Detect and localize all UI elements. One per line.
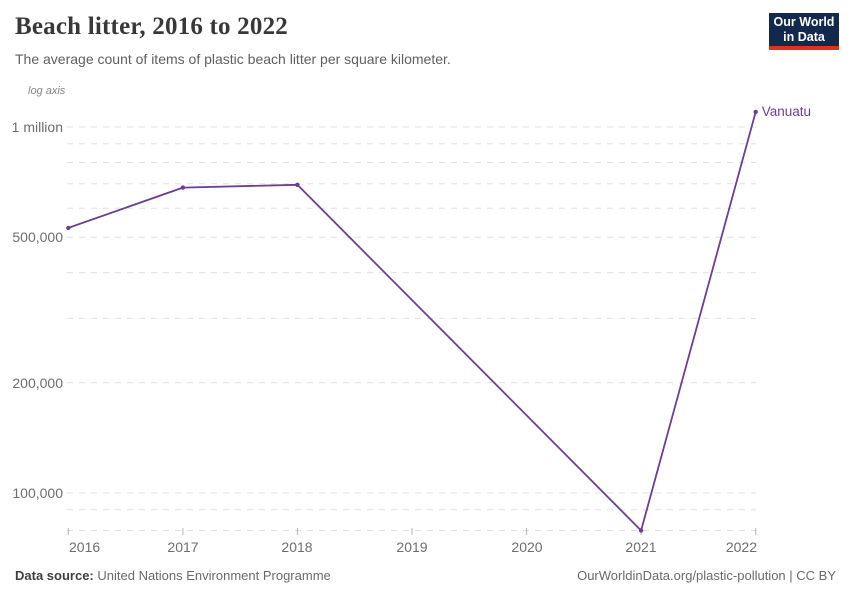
data-point (66, 225, 71, 231)
y-axis-label: 100,000 (12, 485, 63, 501)
x-axis-label: 2019 (396, 539, 428, 555)
owid-logo-line1: Our World (773, 14, 835, 29)
series-line-vanuatu (68, 111, 757, 532)
attribution-link[interactable]: OurWorldinData.org/plastic-pollution | C… (577, 568, 836, 583)
y-axis-label: 1 million (11, 119, 63, 135)
data-source-value: United Nations Environment Programme (97, 568, 331, 583)
y-axis-label: 200,000 (12, 375, 63, 391)
data-point (180, 185, 186, 190)
x-axis-label: 2017 (167, 539, 199, 555)
owid-logo-line2: in Data (783, 29, 825, 44)
x-axis-label: 2022 (725, 539, 757, 555)
data-source-label: Data source: (15, 568, 94, 583)
log-axis-note: log axis (28, 85, 66, 97)
x-axis-label: 2018 (281, 539, 313, 555)
page-title: Beach litter, 2016 to 2022 (15, 13, 288, 40)
x-axis-label: 2021 (625, 539, 657, 555)
data-point (295, 182, 300, 187)
y-axis-label: 500,000 (12, 229, 63, 245)
x-axis-label: 2020 (511, 539, 543, 555)
series-label: Vanuatu (761, 103, 811, 119)
data-source: Data source: United Nations Environment … (15, 568, 331, 583)
data-point (638, 528, 644, 533)
chart-subtitle: The average count of items of plastic be… (15, 51, 451, 67)
owid-logo: Our World in Data (769, 13, 839, 50)
x-axis-label: 2016 (69, 539, 101, 555)
data-point (753, 109, 758, 115)
